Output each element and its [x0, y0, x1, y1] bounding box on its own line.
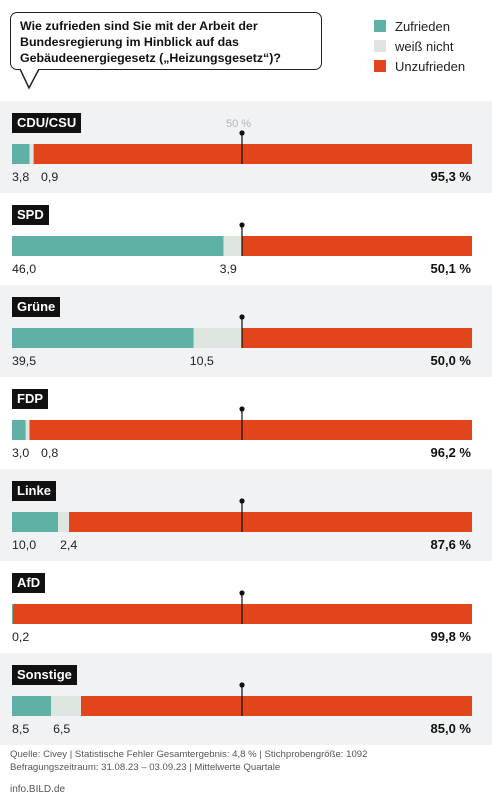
bar-segment-unknown — [51, 696, 81, 716]
stacked-bar — [12, 222, 472, 256]
site-link[interactable]: info.BILD.de — [10, 784, 66, 795]
question-line-1: Wie zufrieden sind Sie mit der Arbeit de… — [20, 19, 258, 33]
value-label-unsatisfied: 50,1 % — [430, 261, 471, 276]
bar-segment-satisfied — [12, 512, 58, 532]
reference-line-label: 50 % — [226, 118, 252, 130]
bar-segment-unsatisfied — [81, 696, 472, 716]
bar-segment-satisfied — [12, 328, 194, 348]
chart-row: Sonstige 8,5 6,5 85,0 % — [0, 653, 492, 745]
question-line-2: Bundesregierung im Hinblick auf das — [20, 35, 239, 49]
reference-marker — [239, 590, 245, 596]
stacked-bar — [12, 130, 473, 164]
legend-label-satisfied: Zufrieden — [395, 18, 450, 34]
stacked-bar — [12, 682, 472, 716]
category-label: Grüne — [12, 297, 61, 317]
category-label: Sonstige — [12, 665, 77, 685]
category-label: CDU/CSU — [12, 113, 82, 133]
value-label-satisfied: 3,0 — [12, 446, 30, 460]
reference-marker — [239, 498, 245, 504]
value-label-unsatisfied: 96,2 % — [430, 445, 471, 460]
speech-bubble-tail-icon — [20, 69, 40, 90]
value-label-unsatisfied: 85,0 % — [430, 721, 471, 736]
bar-segment-unsatisfied — [242, 328, 472, 348]
bar-segment-unsatisfied — [241, 236, 472, 256]
survey-period: Befragungszeitraum: 31.08.23 – 03.09.23 … — [10, 762, 281, 773]
value-label-unsatisfied: 87,6 % — [430, 537, 471, 552]
legend-item-unknown: weiß nicht — [374, 36, 465, 56]
reference-marker — [239, 314, 245, 320]
legend-swatch-satisfied — [374, 20, 386, 32]
value-label-satisfied: 3,8 — [12, 170, 30, 184]
bar-segment-satisfied — [12, 696, 52, 716]
value-label-satisfied: 0,2 — [12, 630, 30, 644]
chart-area: CDU/CSU 50 % 3,8 0,9 95,3 % SPD 46,0 3,9 50,1 % G… — [0, 101, 492, 745]
chart-row: Grüne 39,5 10,5 50,0 % — [0, 285, 492, 377]
stacked-bar — [12, 406, 472, 440]
chart-row: FDP 3,0 0,8 96,2 % — [0, 377, 492, 469]
value-label-unknown: 3,9 — [219, 262, 237, 276]
bar-segment-unknown — [193, 328, 242, 348]
legend: Zufrieden weiß nicht Unzufrieden — [374, 16, 465, 76]
chart-header: Wie zufrieden sind Sie mit der Arbeit de… — [0, 0, 492, 100]
legend-swatch-unknown — [374, 40, 386, 52]
value-label-unknown: 0,8 — [41, 446, 59, 460]
chart-row: SPD 46,0 3,9 50,1 % — [0, 193, 492, 285]
legend-item-satisfied: Zufrieden — [374, 16, 465, 36]
value-label-unsatisfied: 95,3 % — [430, 169, 471, 184]
chart-row: Linke 10,0 2,4 87,6 % — [0, 469, 492, 561]
stacked-bar — [12, 498, 472, 532]
bar-segment-unknown — [223, 236, 242, 256]
value-label-satisfied: 46,0 — [12, 262, 37, 276]
stacked-bar — [12, 590, 472, 624]
value-label-unknown: 10,5 — [189, 354, 214, 368]
bar-segment-unsatisfied — [33, 144, 473, 164]
legend-label-unknown: weiß nicht — [395, 38, 454, 54]
value-label-unknown: 6,5 — [53, 722, 71, 736]
bar-segment-unsatisfied — [69, 512, 472, 532]
reference-marker — [239, 406, 245, 412]
chart-row: AfD 0,2 99,8 % — [0, 561, 492, 653]
value-label-unknown: 0,9 — [41, 170, 59, 184]
category-label: AfD — [12, 573, 46, 593]
value-label-unsatisfied: 99,8 % — [430, 629, 471, 644]
category-label: Linke — [12, 481, 56, 501]
value-label-unknown: 2,4 — [60, 538, 78, 552]
category-label: SPD — [12, 205, 49, 225]
bar-segment-unknown — [25, 420, 30, 440]
category-label: FDP — [12, 389, 48, 409]
footer: Quelle: Civey | Statistische Fehler Gesa… — [10, 748, 367, 796]
legend-item-unsatisfied: Unzufrieden — [374, 56, 465, 76]
value-label-satisfied: 10,0 — [12, 538, 37, 552]
reference-marker — [239, 130, 245, 136]
value-label-unsatisfied: 50,0 % — [430, 353, 471, 368]
question-line-3: Gebäudeenergiegesetz („Heizungsgesetz“)? — [20, 51, 281, 65]
bar-segment-satisfied — [12, 236, 224, 256]
question-bubble: Wie zufrieden sind Sie mit der Arbeit de… — [10, 12, 322, 70]
bar-segment-unknown — [58, 512, 70, 532]
reference-marker — [239, 222, 245, 228]
bar-segment-satisfied — [12, 604, 13, 624]
bar-segment-unknown — [29, 144, 34, 164]
legend-label-unsatisfied: Unzufrieden — [395, 58, 466, 74]
stacked-bar — [12, 314, 472, 348]
bar-segment-satisfied — [12, 144, 30, 164]
chart-row: CDU/CSU 50 % 3,8 0,9 95,3 % — [0, 101, 492, 193]
reference-marker — [239, 682, 245, 688]
legend-swatch-unsatisfied — [374, 60, 386, 72]
bar-segment-unsatisfied — [29, 420, 472, 440]
bar-segment-satisfied — [12, 420, 26, 440]
value-label-satisfied: 39,5 — [12, 354, 37, 368]
source-note: Quelle: Civey | Statistische Fehler Gesa… — [10, 749, 368, 760]
value-label-satisfied: 8,5 — [12, 722, 30, 736]
